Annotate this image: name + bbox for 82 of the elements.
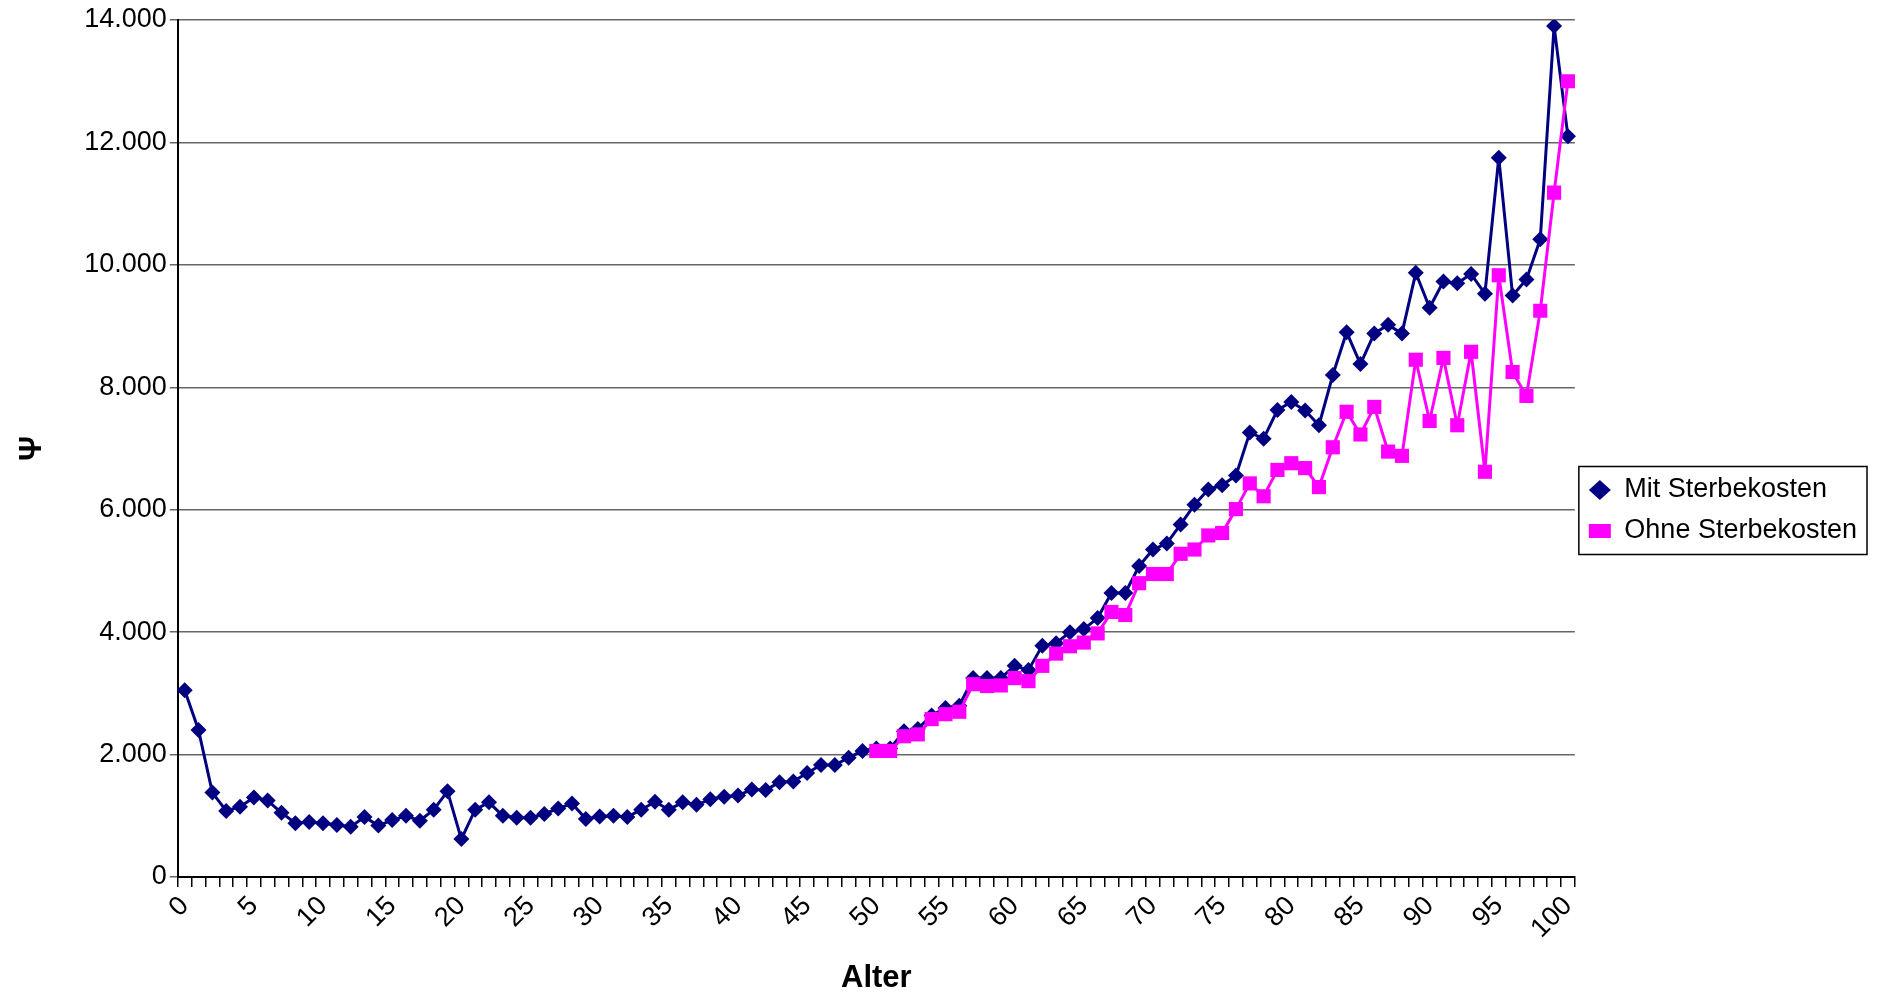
point <box>1533 303 1548 318</box>
x-tick-label: 0 <box>162 889 195 922</box>
point <box>1325 440 1340 455</box>
point <box>1201 528 1216 543</box>
point <box>1450 418 1465 433</box>
point <box>1464 344 1479 359</box>
point <box>952 704 967 719</box>
point <box>1284 456 1299 471</box>
x-tick-label: 75 <box>1189 889 1232 933</box>
point <box>1159 566 1174 582</box>
point <box>1367 399 1382 414</box>
point <box>1062 639 1078 654</box>
x-tick-label: 70 <box>1120 889 1163 933</box>
x-tick-label: 45 <box>774 889 817 933</box>
point <box>1436 350 1451 365</box>
point <box>896 729 912 744</box>
point <box>1408 352 1423 367</box>
point <box>1242 476 1257 491</box>
x-tick-label: 40 <box>705 889 748 933</box>
point <box>1173 546 1188 561</box>
x-tick-label: 60 <box>981 889 1025 933</box>
x-tick-label: 25 <box>497 889 541 933</box>
y-axis-title: Ψ <box>13 435 49 462</box>
x-tick-label: 95 <box>1465 889 1509 933</box>
x-tick-label: 35 <box>635 889 679 933</box>
point <box>1215 525 1230 541</box>
point <box>1394 448 1410 463</box>
point <box>1491 268 1506 283</box>
point <box>1187 542 1202 557</box>
point <box>966 677 981 692</box>
x-tick-label: 80 <box>1258 889 1301 933</box>
point <box>1298 461 1313 476</box>
point <box>1104 604 1119 620</box>
legend-label: Ohne Sterbekosten <box>1624 514 1858 545</box>
point <box>979 678 995 694</box>
y-tick-label: 4.000 <box>99 615 167 646</box>
point <box>924 712 939 727</box>
x-tick-label: 85 <box>1327 889 1370 933</box>
point <box>1505 364 1520 380</box>
point <box>1311 480 1327 495</box>
y-tick-label: 6.000 <box>99 493 167 524</box>
x-tick-label: 90 <box>1396 889 1440 933</box>
x-tick-label: 65 <box>1050 889 1094 933</box>
point <box>1035 658 1050 673</box>
x-tick-label: 5 <box>231 889 264 922</box>
y-tick-label: 2.000 <box>99 738 167 769</box>
point <box>1132 576 1147 591</box>
point <box>1145 566 1161 582</box>
point <box>993 678 1008 693</box>
y-tick-label: 12.000 <box>84 125 167 156</box>
x-tick-label: 100 <box>1524 889 1578 943</box>
point <box>1118 607 1133 623</box>
x-axis-title: Alter <box>841 958 912 994</box>
point <box>938 707 953 722</box>
point <box>1090 626 1105 641</box>
point <box>1339 404 1354 419</box>
point <box>1021 674 1036 689</box>
y-tick-label: 8.000 <box>99 370 167 401</box>
point <box>1076 635 1091 650</box>
point <box>1049 646 1064 661</box>
point <box>1353 427 1368 442</box>
point <box>1270 462 1285 478</box>
point <box>1547 185 1562 200</box>
point <box>1422 413 1437 429</box>
y-tick-label: 10.000 <box>84 248 167 279</box>
point <box>1477 464 1493 479</box>
x-tick-label: 20 <box>428 889 471 933</box>
x-tick-label: 50 <box>843 889 886 933</box>
x-tick-label: 30 <box>566 889 610 933</box>
point <box>910 727 925 742</box>
legend-label: Mit Sterbekosten <box>1624 473 1827 504</box>
point <box>1381 444 1396 459</box>
point <box>1228 502 1244 517</box>
point <box>1007 671 1022 686</box>
y-tick-label: 0 <box>151 860 167 891</box>
x-tick-label: 10 <box>290 889 333 933</box>
y-tick-label: 14.000 <box>84 3 167 34</box>
x-tick-label: 15 <box>359 889 402 933</box>
x-tick-label: 55 <box>912 889 955 933</box>
point <box>1560 74 1575 89</box>
point <box>1256 489 1271 504</box>
point <box>1519 388 1534 403</box>
